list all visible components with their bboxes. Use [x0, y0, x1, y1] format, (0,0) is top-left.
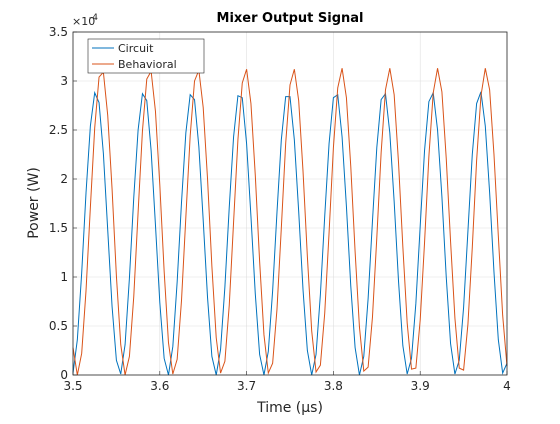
y-axis-label: Power (W) — [26, 167, 42, 239]
x-tick-label: 4 — [503, 379, 511, 393]
y-tick-label: 2.5 — [49, 123, 68, 137]
x-tick-label: 3.9 — [411, 379, 430, 393]
axes-box — [72, 31, 508, 376]
legend-label: Behavioral — [118, 58, 177, 71]
y-tick-label: 3.5 — [49, 25, 68, 39]
y-multiplier: ×10 — [72, 15, 95, 28]
x-tick-label: 3.8 — [324, 379, 343, 393]
legend-label: Circuit — [118, 42, 154, 55]
series-line — [72, 68, 508, 376]
y-tick-label: 3 — [60, 74, 68, 88]
x-tick-label: 3.6 — [150, 379, 169, 393]
x-tick-label: 3.7 — [237, 379, 256, 393]
x-axis-label: Time (μs) — [256, 400, 323, 416]
legend-box — [87, 38, 205, 74]
y-exponent: -4 — [89, 13, 98, 23]
chart-title: Mixer Output Signal — [217, 11, 364, 26]
y-tick-label: 1.5 — [49, 221, 68, 235]
y-tick-label: 0.5 — [49, 319, 68, 333]
y-tick-label: 0 — [60, 368, 68, 382]
y-tick-label: 2 — [60, 172, 68, 186]
x-tick-label: 3.5 — [63, 379, 82, 393]
y-tick-label: 1 — [60, 270, 68, 284]
